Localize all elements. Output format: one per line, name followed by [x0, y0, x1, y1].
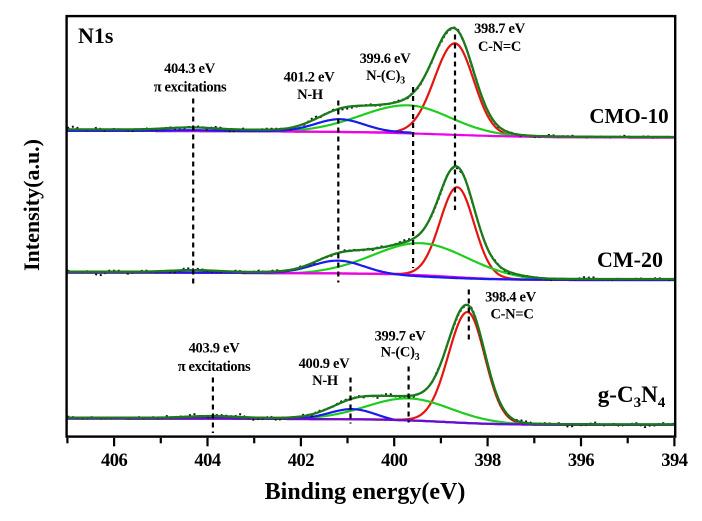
svg-text:398.7 eV: 398.7 eV [474, 21, 526, 37]
svg-text:π excitations: π excitations [154, 80, 227, 96]
svg-text:N-H: N-H [312, 373, 339, 389]
svg-text:404: 404 [194, 451, 221, 471]
svg-text:399.6 eV: 399.6 eV [360, 51, 412, 67]
svg-text:N1s: N1s [78, 23, 114, 48]
svg-text:394: 394 [661, 451, 688, 471]
svg-text:399.7 eV: 399.7 eV [375, 329, 427, 345]
svg-text:N-H: N-H [297, 87, 324, 103]
svg-text:π excitations: π excitations [178, 359, 251, 375]
svg-text:398.4 eV: 398.4 eV [485, 290, 537, 306]
svg-text:404.3 eV: 404.3 eV [164, 61, 216, 77]
svg-text:C-N=C: C-N=C [490, 307, 533, 323]
svg-text:401.2 eV: 401.2 eV [284, 70, 336, 86]
svg-text:398: 398 [474, 451, 501, 471]
svg-text:g-C3N4: g-C3N4 [598, 382, 666, 411]
svg-text:CM-20: CM-20 [597, 247, 663, 272]
svg-text:CMO-10: CMO-10 [589, 104, 668, 128]
svg-text:N-(C)3: N-(C)3 [366, 68, 405, 87]
svg-text:N-(C)3: N-(C)3 [381, 345, 420, 364]
svg-text:400: 400 [381, 451, 408, 471]
svg-text:Binding energy(eV): Binding energy(eV) [265, 479, 466, 505]
svg-text:C-N=C: C-N=C [478, 39, 521, 55]
svg-text:402: 402 [288, 451, 315, 471]
svg-text:406: 406 [101, 451, 128, 471]
svg-text:396: 396 [568, 451, 595, 471]
svg-text:400.9 eV: 400.9 eV [299, 356, 351, 372]
svg-text:403.9 eV: 403.9 eV [189, 341, 241, 357]
svg-text:Intensity(a.u.): Intensity(a.u.) [19, 139, 44, 271]
